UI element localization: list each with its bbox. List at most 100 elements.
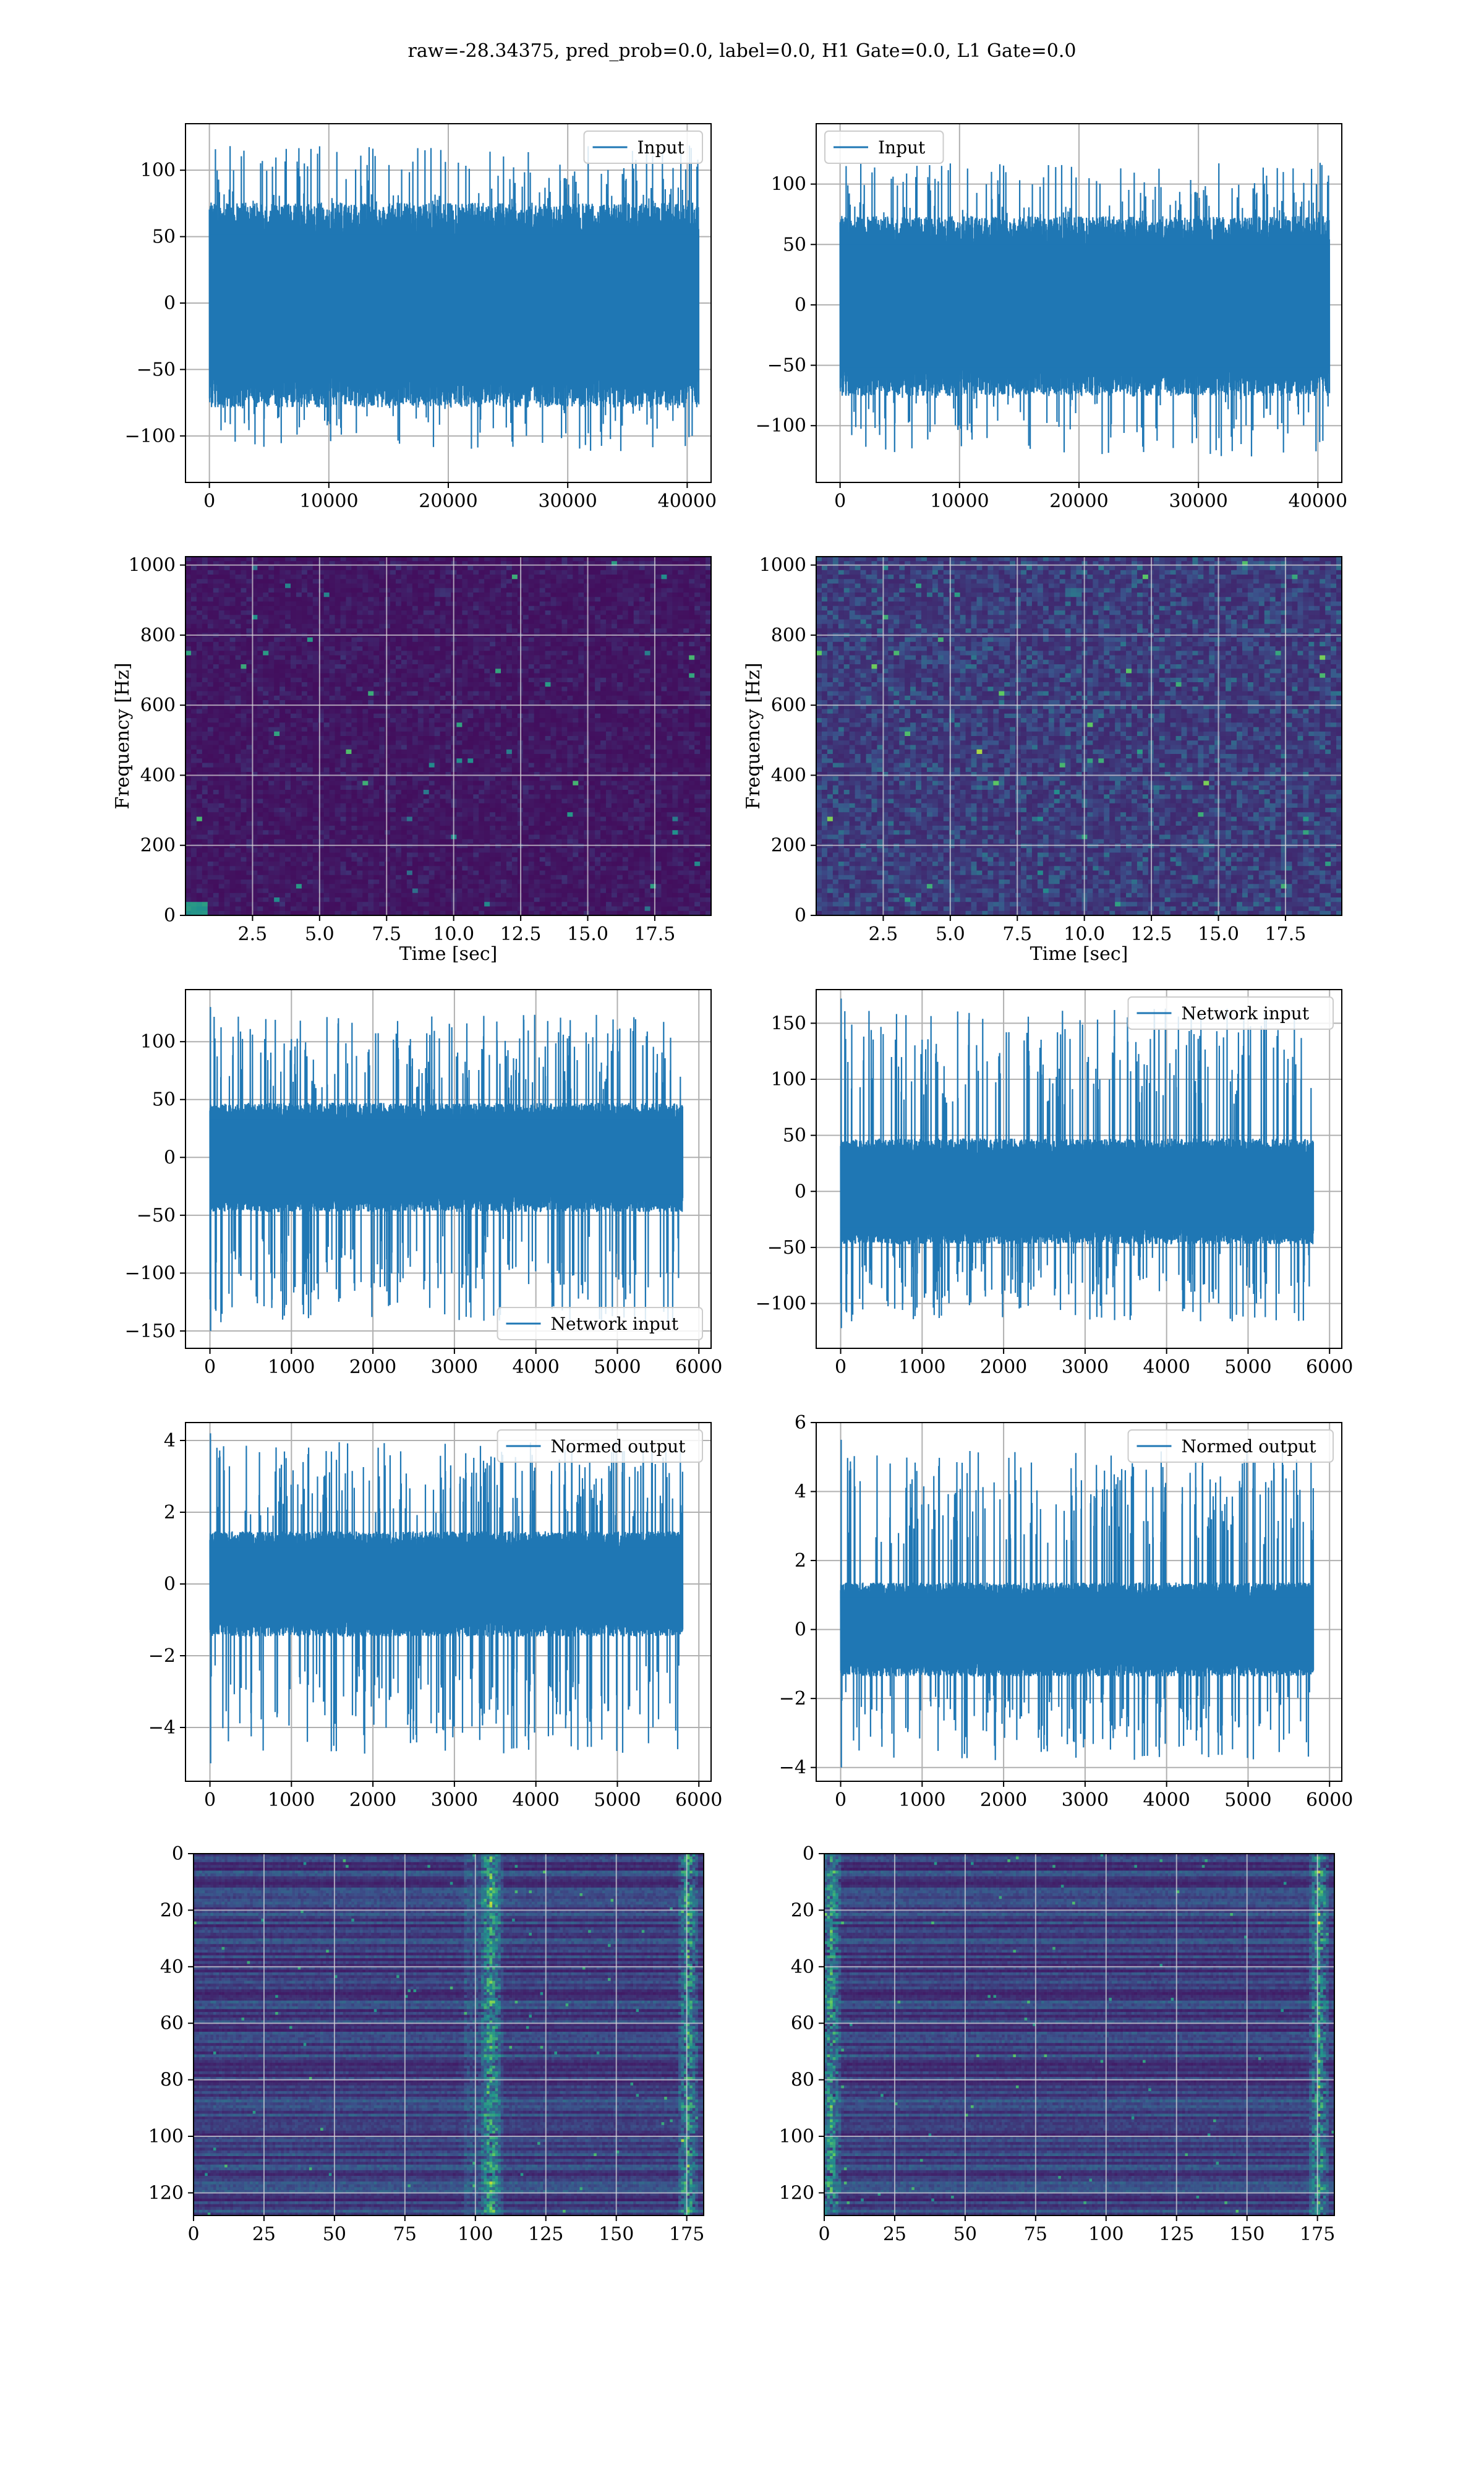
x-tick-label: 6000 (675, 1789, 722, 1811)
input-h1-series-band (210, 235, 699, 375)
x-tick-label: 50 (323, 2224, 346, 2245)
y-tick-label: −2 (779, 1688, 806, 1710)
y-tick-label: 100 (771, 1069, 806, 1090)
y-tick-label: 80 (791, 2070, 814, 2091)
x-tick-label: 2000 (980, 1789, 1027, 1811)
x-tick-label: 4000 (1143, 1356, 1190, 1378)
y-tick-label: 0 (164, 293, 176, 314)
y-tick-label: 0 (164, 1147, 176, 1168)
x-tick-label: 0 (818, 2224, 830, 2245)
y-tick-label: 800 (140, 625, 176, 646)
y-tick-label: −50 (767, 1237, 806, 1259)
y-tick-label: 100 (140, 1031, 176, 1053)
x-tick-label: 5000 (594, 1789, 641, 1811)
x-tick-label: 0 (204, 1789, 216, 1811)
x-tick-label: 30000 (538, 490, 597, 512)
legend-label: Normed output (1182, 1436, 1317, 1457)
x-tick-label: 2.5 (238, 923, 268, 945)
y-tick-label: −100 (756, 415, 806, 437)
x-tick-label: 5.0 (936, 923, 965, 945)
x-tick-label: 75 (393, 2224, 417, 2245)
x-tick-label: 50 (953, 2224, 977, 2245)
x-tick-label: 10.0 (433, 923, 474, 945)
x-tick-label: 0 (835, 1789, 846, 1811)
y-tick-label: 0 (803, 1843, 814, 1865)
y-tick-label: 2 (164, 1502, 176, 1523)
y-tick-label: −50 (137, 1205, 176, 1226)
y-tick-label: 1000 (759, 555, 806, 576)
y-tick-label: 60 (791, 2013, 814, 2034)
x-tick-label: 5000 (594, 1356, 641, 1378)
y-tick-label: 1000 (129, 555, 176, 576)
y-tick-label: −2 (148, 1645, 176, 1667)
x-tick-label: 1000 (898, 1789, 945, 1811)
normed-output-h1-series-band (210, 1548, 683, 1620)
x-tick-label: 17.5 (1265, 923, 1307, 945)
x-tick-label: 0 (204, 1356, 216, 1378)
x-tick-label: 100 (458, 2224, 493, 2245)
y-tick-label: 0 (795, 294, 806, 316)
x-tick-label: 5.0 (305, 923, 335, 945)
x-tick-label: 150 (599, 2224, 634, 2245)
x-tick-label: 6000 (675, 1356, 722, 1378)
y-tick-label: 50 (152, 1089, 176, 1111)
x-tick-label: 3000 (431, 1356, 478, 1378)
x-tick-label: 0 (187, 2224, 199, 2245)
x-tick-label: 5000 (1224, 1789, 1271, 1811)
y-tick-label: −4 (148, 1717, 176, 1739)
y-tick-label: 120 (779, 2182, 814, 2204)
x-tick-label: 5000 (1224, 1356, 1271, 1378)
x-tick-label: 1000 (268, 1356, 315, 1378)
legend-label: Normed output (551, 1436, 686, 1457)
x-tick-label: 1000 (268, 1789, 315, 1811)
spectrogram-h1-panel: 2.5 5.0 7.5 10.0 12.5 15.0 17.5020040060080010… (112, 555, 712, 965)
x-tick-label: 125 (528, 2224, 563, 2245)
y-tick-label: 120 (148, 2182, 184, 2204)
x-tick-label: 0 (834, 490, 846, 512)
y-tick-label: 0 (795, 1181, 806, 1202)
normed-output-h1-legend: Normed output (498, 1430, 703, 1462)
x-tick-label: 40000 (1289, 490, 1347, 512)
y-tick-label: 80 (160, 2070, 184, 2091)
x-tick-label: 75 (1024, 2224, 1047, 2245)
y-tick-label: −100 (125, 1262, 176, 1284)
y-tick-label: 400 (140, 764, 176, 786)
x-tick-label: 25 (252, 2224, 276, 2245)
input-h1-legend: Input (584, 131, 703, 163)
features-h1-image (194, 1854, 704, 2215)
y-tick-label: 0 (795, 1619, 806, 1641)
x-tick-label: 17.5 (634, 923, 676, 945)
y-tick-label: 100 (148, 2126, 184, 2147)
x-tick-label: 0 (203, 490, 215, 512)
y-tick-label: 20 (160, 1899, 184, 1921)
y-tick-label: −100 (125, 426, 176, 447)
x-tick-label: 12.5 (500, 923, 542, 945)
y-tick-label: 20 (791, 1899, 814, 1921)
x-tick-label: 15.0 (1198, 923, 1239, 945)
network-input-l1-series-band (841, 1155, 1313, 1228)
x-tick-label: 40000 (658, 490, 717, 512)
figure-title: raw=-28.34375, pred_prob=0.0, label=0.0,… (408, 40, 1077, 62)
x-tick-label: 175 (669, 2224, 704, 2245)
x-tick-label: 4000 (512, 1789, 559, 1811)
x-tick-label: 7.5 (1002, 923, 1032, 945)
y-tick-label: 2 (795, 1550, 806, 1572)
spectrogram-l1-xlabel: Time [sec] (1030, 943, 1128, 965)
y-tick-label: 100 (771, 174, 806, 195)
y-tick-label: 60 (160, 2013, 184, 2034)
network-input-h1-series-band (210, 1120, 683, 1195)
y-tick-label: −150 (125, 1320, 176, 1342)
x-tick-label: 4000 (1143, 1789, 1190, 1811)
x-tick-label: 175 (1300, 2224, 1335, 2245)
x-tick-label: 2000 (980, 1356, 1027, 1378)
x-tick-label: 15.0 (567, 923, 608, 945)
y-tick-label: 600 (140, 695, 176, 716)
y-tick-label: −50 (137, 359, 176, 380)
x-tick-label: 6000 (1306, 1356, 1353, 1378)
y-tick-label: 0 (172, 1843, 184, 1865)
spectrogram-l1-image (816, 557, 1342, 916)
normed-output-l1-legend: Normed output (1128, 1430, 1334, 1462)
x-tick-label: 10.0 (1064, 923, 1105, 945)
x-tick-label: 150 (1229, 2224, 1264, 2245)
